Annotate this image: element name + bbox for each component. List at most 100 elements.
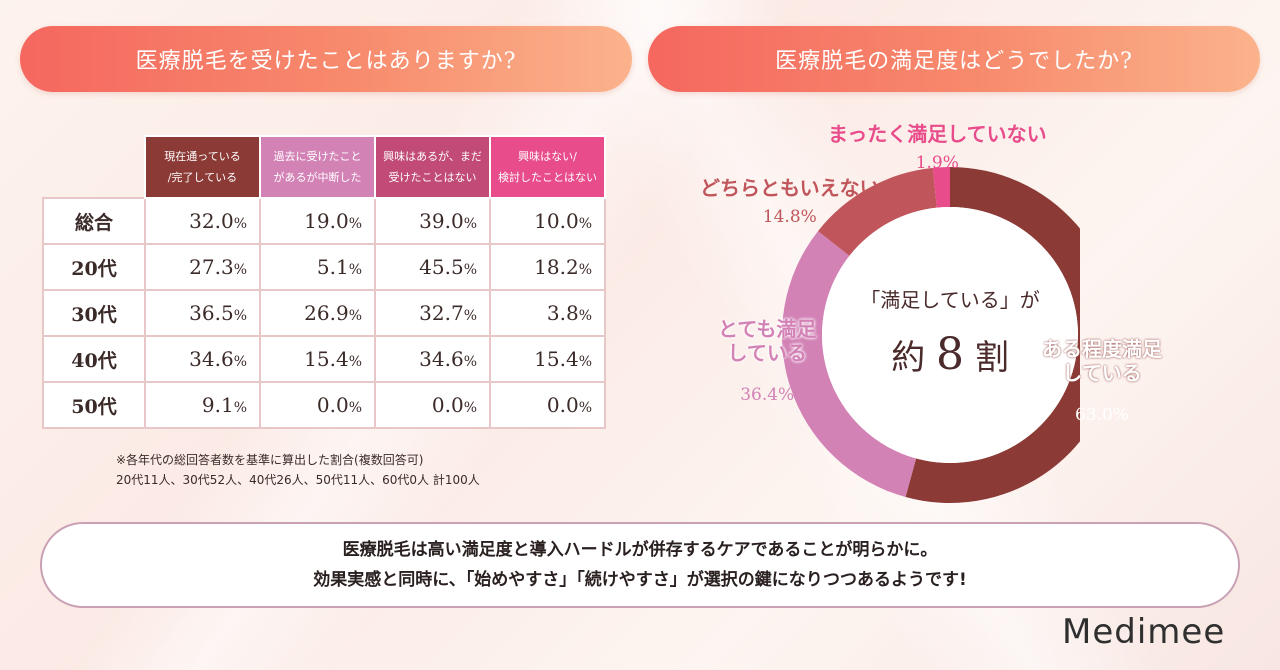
center-summary-figure: 約 8 割 [815, 329, 1085, 380]
cell-value: 19.0 [304, 209, 349, 233]
table-cell: 0.0% [374, 381, 491, 429]
cell-unit: % [463, 262, 477, 278]
cell-unit: % [348, 400, 362, 416]
table-cell: 0.0% [489, 381, 606, 429]
cell-value: 5.1 [316, 255, 349, 279]
table-cell: 18.2% [489, 243, 606, 291]
slice-category: ある程度満足 している [1042, 337, 1162, 385]
cell-value: 45.5 [419, 255, 464, 279]
right-question-banner: 医療脱毛の満足度はどうでしたか? [648, 26, 1260, 92]
cell-unit: % [463, 354, 477, 370]
cell-unit: % [463, 400, 477, 416]
table-cell: 39.0% [374, 197, 491, 245]
table-cell: 3.8% [489, 289, 606, 337]
cell-unit: % [233, 308, 247, 324]
footnote-line-1: ※各年代の総回答者数を基準に算出した割合(複数回答可) [116, 453, 424, 467]
conclusion-line-2: 効果実感と同時に、「始めやすさ」「続けやすさ」が選択の鍵になりつつあるようです! [313, 570, 967, 590]
slice-label-not-satisfied: まったく満足していない 1.9% [828, 122, 1047, 174]
center-suffix: 割 [974, 338, 1009, 378]
table-corner [43, 136, 145, 198]
cell-value: 0.0 [546, 393, 579, 417]
column-header: 過去に受けたこと があるが中断した [259, 135, 376, 199]
cell-value: 0.0 [316, 393, 349, 417]
cell-unit: % [578, 308, 592, 324]
row-label: 30代 [42, 289, 146, 337]
cell-value: 34.6 [189, 347, 234, 371]
center-prefix: 約 [891, 338, 926, 378]
cell-unit: % [578, 354, 592, 370]
brand-logo: Medimee [1062, 612, 1226, 652]
experience-table: 現在通っている /完了している 過去に受けたこと があるが中断した 興味はあるが… [42, 135, 606, 429]
cell-unit: % [463, 216, 477, 232]
column-header: 現在通っている /完了している [144, 135, 261, 199]
table-cell: 10.0% [489, 197, 606, 245]
cell-value: 27.3 [189, 255, 234, 279]
table-cell: 36.5% [144, 289, 261, 337]
cell-unit: % [578, 400, 592, 416]
table-header-row: 現在通っている /完了している 過去に受けたこと があるが中断した 興味はあるが… [43, 135, 606, 199]
conclusion-message-box: 医療脱毛は高い満足度と導入ハードルが併存するケアであることが明らかに。 効果実感… [40, 522, 1240, 608]
table-cell: 26.9% [259, 289, 376, 337]
slice-value: 36.4% [740, 385, 795, 405]
table-row: 20代 27.3% 5.1% 45.5% 18.2% [42, 243, 606, 291]
conclusion-line-1: 医療脱毛は高い満足度と導入ハードルが併存するケアであることが明らかに。 [342, 540, 938, 560]
slice-label-neutral: どちらともいえない 14.8% [700, 176, 880, 228]
cell-unit: % [348, 262, 362, 278]
row-label: 40代 [42, 335, 146, 383]
donut-hole [822, 207, 1078, 463]
cell-value: 32.7 [419, 301, 464, 325]
row-label: 20代 [42, 243, 146, 291]
cell-value: 0.0 [431, 393, 464, 417]
table-cell: 9.1% [144, 381, 261, 429]
table-row: 総合 32.0% 19.0% 39.0% 10.0% [42, 197, 606, 245]
row-label: 50代 [42, 381, 146, 429]
cell-value: 32.0 [189, 209, 234, 233]
cell-unit: % [348, 354, 362, 370]
slice-value: 63.0% [1074, 405, 1129, 425]
cell-unit: % [233, 354, 247, 370]
table-row: 30代 36.5% 26.9% 32.7% 3.8% [42, 289, 606, 337]
table-cell: 0.0% [259, 381, 376, 429]
cell-unit: % [233, 216, 247, 232]
center-summary-caption: 「満足している」が [860, 288, 1040, 312]
column-header: 興味はあるが、まだ 受けたことはない [374, 135, 491, 199]
slice-value: 1.9% [915, 153, 959, 173]
table-cell: 32.7% [374, 289, 491, 337]
slice-category: どちらともいえない [700, 176, 880, 200]
cell-value: 15.4 [534, 347, 579, 371]
donut-slice [781, 231, 917, 498]
cell-unit: % [578, 216, 592, 232]
slice-label-very-satisfied: とても満足 している 36.4% [718, 298, 816, 425]
slice-value: 14.8% [762, 207, 817, 227]
donut-slice [818, 167, 937, 256]
cell-unit: % [463, 308, 477, 324]
cell-unit: % [578, 262, 592, 278]
cell-value: 39.0 [419, 209, 464, 233]
right-question-title: 医療脱毛の満足度はどうでしたか? [775, 49, 1133, 74]
satisfaction-donut-chart [781, 167, 1080, 503]
slice-category: とても満足 している [718, 317, 817, 365]
left-question-title: 医療脱毛を受けたことはありますか? [135, 49, 517, 74]
table-cell: 15.4% [489, 335, 606, 383]
cell-value: 18.2 [534, 255, 579, 279]
donut-slice [932, 167, 950, 208]
table-cell: 45.5% [374, 243, 491, 291]
cell-unit: % [348, 308, 362, 324]
row-label: 総合 [42, 197, 146, 245]
table-footnote: ※各年代の総回答者数を基準に算出した割合(複数回答可) 20代11人、30代52… [116, 450, 480, 490]
table-cell: 15.4% [259, 335, 376, 383]
cell-value: 26.9 [304, 301, 349, 325]
cell-value: 15.4 [304, 347, 349, 371]
cell-value: 34.6 [419, 347, 464, 371]
cell-value: 36.5 [189, 301, 234, 325]
table-cell: 19.0% [259, 197, 376, 245]
slice-category: まったく満足していない [828, 122, 1047, 146]
cell-value: 10.0 [534, 209, 579, 233]
footnote-line-2: 20代11人、30代52人、40代26人、50代11人、60代0人 計100人 [116, 473, 480, 487]
table-cell: 27.3% [144, 243, 261, 291]
table-row: 50代 9.1% 0.0% 0.0% 0.0% [42, 381, 606, 429]
table-cell: 32.0% [144, 197, 261, 245]
cell-unit: % [348, 216, 362, 232]
cell-unit: % [233, 262, 247, 278]
center-number: 8 [936, 329, 964, 380]
